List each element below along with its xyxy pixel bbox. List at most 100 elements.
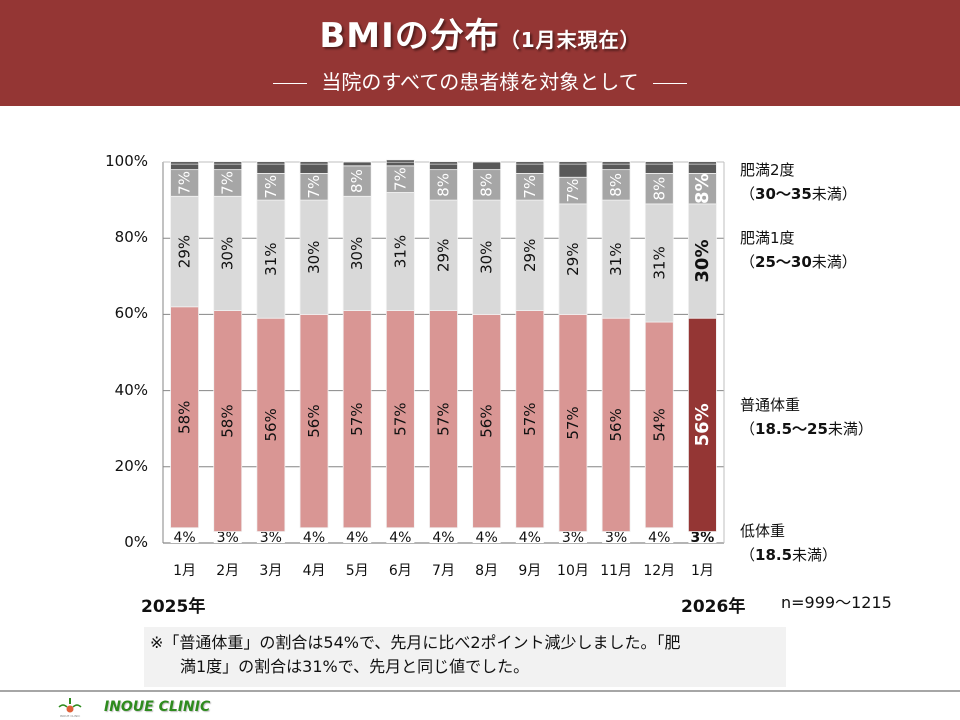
data-label-underweight: 3% xyxy=(260,530,282,546)
bar-segment-obese1 xyxy=(515,199,545,311)
year-label-end: 2026年 xyxy=(681,597,746,617)
bar-segment-obese2 xyxy=(644,173,674,205)
data-label-normal: 57% xyxy=(348,403,366,436)
data-label-normal: 58% xyxy=(176,401,194,434)
bar-stack: 4% 58% 29% 7% xyxy=(170,161,199,546)
data-label-obese1: 29% xyxy=(521,239,539,272)
header-banner: BMIの分布（1月末現在） 当院のすべての患者様を対象として xyxy=(0,0,960,106)
legend-tail: 未満） xyxy=(827,420,873,438)
bar-segment-normal xyxy=(688,317,717,532)
legend-paren: （ xyxy=(740,546,756,564)
legend-range: 18.5 xyxy=(755,546,793,564)
data-label-obese1: 29% xyxy=(564,242,582,275)
legend-normal: 普通体重 （18.5〜25未満） xyxy=(740,393,873,441)
bar-segment-obese4 xyxy=(644,161,674,165)
y-tick-label: 60% xyxy=(114,304,148,323)
bar-stack: 4% 57% 30% 8% xyxy=(342,161,372,546)
data-label-obese2: 7% xyxy=(176,171,194,195)
bar-segment-obese4 xyxy=(515,161,545,165)
legend-underweight: 低体重 （18.5未満） xyxy=(740,519,837,567)
legend-paren: （ xyxy=(740,420,756,438)
bar-stack: 3% 57% 29% 7% xyxy=(558,161,588,546)
legend-paren: （ xyxy=(740,185,756,203)
page-subtitle: 当院のすべての患者様を対象として xyxy=(0,66,960,95)
x-tick-label: 12月 xyxy=(643,563,676,579)
bar-segment-obese1 xyxy=(170,195,199,308)
bar-segment-underweight xyxy=(558,531,587,543)
bar-segment-normal xyxy=(385,310,415,529)
y-tick-label: 40% xyxy=(114,380,148,399)
y-tick-label: 80% xyxy=(114,228,148,247)
legend-range: 30〜35 xyxy=(755,185,812,203)
data-label-obese1: 29% xyxy=(176,235,194,268)
x-tick-label: 5月 xyxy=(345,563,369,579)
title-sub: （1月末現在） xyxy=(499,28,641,52)
data-label-obese2: 7% xyxy=(391,167,409,191)
bar-segment-underweight xyxy=(688,531,717,543)
title-main: BMIの分布 xyxy=(319,16,500,56)
bar-segment-obese4 xyxy=(213,161,243,165)
bar-stack: 4% 57% 29% 8% xyxy=(429,161,458,546)
bar-stack: 3% 56% 31% 7% xyxy=(256,161,286,546)
legend-name: 普通体重 xyxy=(740,396,801,414)
data-label-underweight: 4% xyxy=(648,530,670,546)
note-line-2: 満1度」の割合は31%で、先月と同じ値でした。 xyxy=(180,657,530,676)
data-label-normal: 58% xyxy=(219,404,237,437)
x-tick-label: 11月 xyxy=(600,563,633,579)
data-label-obese1: 30% xyxy=(348,237,366,270)
page-title: BMIの分布（1月末現在） xyxy=(0,8,960,57)
bar-segment-obese1 xyxy=(342,195,372,311)
data-label-normal: 56% xyxy=(692,403,713,446)
bar-stack: 3% 58% 30% 7% xyxy=(213,161,243,546)
data-label-normal: 56% xyxy=(305,404,323,437)
data-label-underweight: 4% xyxy=(303,530,325,546)
legend-name: 低体重 xyxy=(740,522,786,540)
data-label-underweight: 4% xyxy=(173,530,195,546)
bar-segment-obese4 xyxy=(299,161,329,165)
bar-segment-obese3 xyxy=(299,163,329,174)
bar-segment-normal xyxy=(515,310,545,529)
bar-segment-underweight xyxy=(645,527,674,543)
bar-segment-obese3 xyxy=(688,163,717,174)
bar-segment-obese2 xyxy=(170,169,199,197)
data-label-underweight: 4% xyxy=(432,530,454,546)
clinic-name: INOUE CLINIC xyxy=(104,699,211,715)
data-label-underweight: 4% xyxy=(389,530,411,546)
bar-segment-obese3 xyxy=(213,163,243,171)
data-label-normal: 57% xyxy=(564,406,582,439)
x-tick-label: 9月 xyxy=(518,563,542,579)
data-label-underweight: 3% xyxy=(217,530,239,546)
bar-stack: 4% 54% 31% 8% xyxy=(644,161,674,546)
bar-segment-obese4 xyxy=(385,159,415,163)
bar-segment-obese4 xyxy=(170,161,199,165)
bar-segment-obese4 xyxy=(688,161,717,165)
legend-range: 18.5〜25 xyxy=(755,420,828,438)
legend-obese1: 肥満1度 （25〜30未満） xyxy=(740,226,857,274)
legend-tail: 未満） xyxy=(811,185,857,203)
bar-segment-obese4 xyxy=(601,161,631,165)
bar-segment-obese2 xyxy=(299,173,329,201)
svg-text:INOUE CLINIC: INOUE CLINIC xyxy=(60,714,80,718)
year-label-start: 2025年 xyxy=(141,597,206,617)
x-tick-label: 7月 xyxy=(432,563,455,579)
bar-segment-obese4 xyxy=(558,161,588,165)
clinic-logo-icon: INOUE CLINIC xyxy=(58,698,82,718)
bar-segment-obese3 xyxy=(429,163,458,171)
sample-size: n=999〜1215 xyxy=(781,593,892,612)
data-label-obese1: 31% xyxy=(650,246,668,279)
note-line-1: ※「普通体重」の割合は54%で、先月に比べ2ポイント減少しました。「肥 xyxy=(150,633,681,652)
bar-segment-obese1 xyxy=(213,195,243,311)
bar-segment-underweight xyxy=(472,527,501,543)
x-tick-label: 2月 xyxy=(216,563,240,579)
data-label-obese2: 8% xyxy=(650,177,668,201)
data-label-underweight: 4% xyxy=(519,530,541,546)
bar-stack: 4% 57% 31% 7% xyxy=(385,159,415,546)
data-label-obese1: 30% xyxy=(219,237,237,270)
bar-stack: 4% 56% 30% 8% xyxy=(472,161,502,546)
bar-segment-obese3 xyxy=(385,161,415,167)
dash-right xyxy=(652,83,687,84)
bar-segment-underweight xyxy=(386,527,415,543)
data-label-obese2: 7% xyxy=(521,175,539,199)
legend-name: 肥満1度 xyxy=(740,229,795,247)
